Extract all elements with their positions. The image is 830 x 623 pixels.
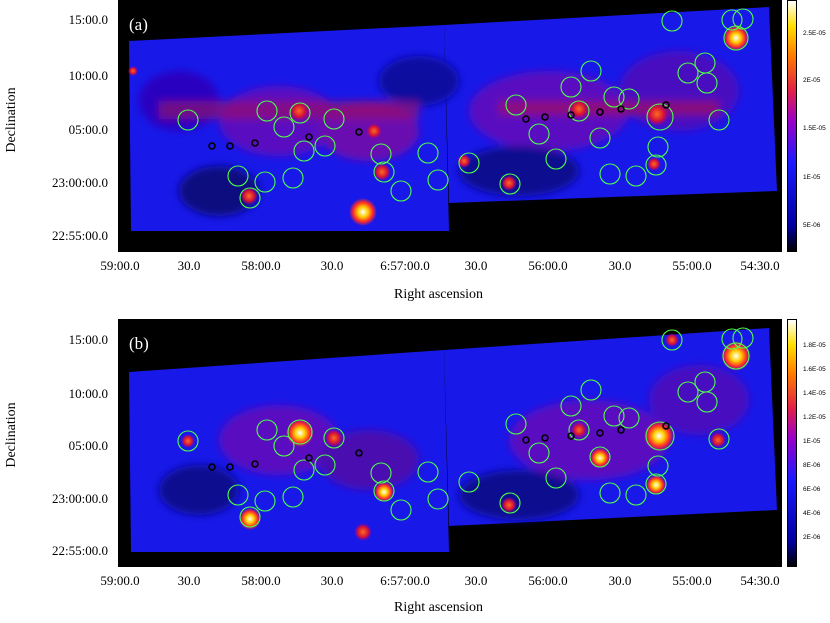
x-tick-b: 55:00.0 [672,573,712,588]
x-tick-b: 6:57:00.0 [380,573,430,588]
colorbar-tick-b: 1.6E-05 [803,366,826,373]
colorbar-tick-a: 2.5E-05 [803,30,826,37]
panel-label-a: (a) [129,15,148,34]
x-tick-a: 30.0 [608,258,632,273]
x-tick-a: 6:57:00.0 [380,258,430,273]
y-tick-a: 05:00.0 [68,122,108,137]
xray-image-a [128,7,777,231]
x-tick-b: 30.0 [177,573,201,588]
x-tick-a: 30.0 [320,258,344,273]
bright-sources [181,333,751,541]
colorbar-b [787,319,797,567]
panel-label-b: (b) [129,334,149,353]
source-circles-a [177,8,754,209]
y-axis-label-a: Declination [4,87,19,153]
panel-a: (a) Declination 15:00.0 10:00.0 05:00.0 … [0,0,830,311]
y-tick-a: 15:00.0 [68,12,108,27]
source-circles-b [177,327,754,528]
colorbar-tick-a: 1E-05 [803,174,821,181]
colorbar-tick-a: 2E-05 [803,77,821,84]
colorbar-tick-b: 1E-05 [803,438,821,445]
x-axis-label-b: Right ascension [394,600,484,615]
y-axis-label-b: Declination [4,402,19,468]
colorbar-tick-b: 1.4E-05 [803,390,826,397]
x-tick-b: 30.0 [320,573,344,588]
y-tick-a: 22:55:00.0 [52,228,108,243]
y-tick-a: 10:00.0 [68,68,108,83]
x-tick-b: 59:00.0 [100,573,140,588]
panel-b: (b) Declination 15:00.0 10:00.0 05:00.0 … [0,315,830,623]
x-tick-a: 54:30.0 [740,258,780,273]
y-tick-b: 10:00.0 [68,386,108,401]
x-tick-a: 59:00.0 [100,258,140,273]
colorbar-tick-b: 6E-06 [803,486,821,493]
image-frame-a: (a) [118,0,782,252]
image-frame-b: (b) [118,319,782,567]
black-markers-b [208,422,670,471]
x-tick-a: 55:00.0 [672,258,712,273]
x-tick-b: 58:00.0 [241,573,281,588]
colorbar-tick-b: 4E-06 [803,510,821,517]
x-tick-a: 58:00.0 [241,258,281,273]
y-tick-b: 05:00.0 [68,438,108,453]
colorbar-tick-b: 1.2E-05 [803,414,826,421]
y-tick-b: 22:55:00.0 [52,543,108,558]
colorbar-tick-b: 2E-06 [803,534,821,541]
x-axis-label-a: Right ascension [394,287,484,302]
colorbar-tick-b: 1.8E-05 [803,342,826,349]
x-tick-a: 30.0 [177,258,201,273]
y-tick-a: 23:00:00.0 [52,175,108,190]
x-tick-a: 56:00.0 [528,258,568,273]
colorbar-tick-b: 8E-06 [803,462,821,469]
colorbar-a [787,0,797,252]
y-tick-b: 23:00:00.0 [52,491,108,506]
x-tick-b: 30.0 [608,573,632,588]
x-tick-b: 30.0 [464,573,488,588]
x-tick-a: 30.0 [464,258,488,273]
colorbar-tick-a: 1.5E-05 [803,125,826,132]
y-tick-b: 15:00.0 [68,332,108,347]
colorbar-tick-a: 5E-06 [803,222,821,229]
x-tick-b: 54:30.0 [740,573,780,588]
black-markers-a [208,101,670,150]
x-tick-b: 56:00.0 [528,573,568,588]
xray-image-b [129,327,777,552]
